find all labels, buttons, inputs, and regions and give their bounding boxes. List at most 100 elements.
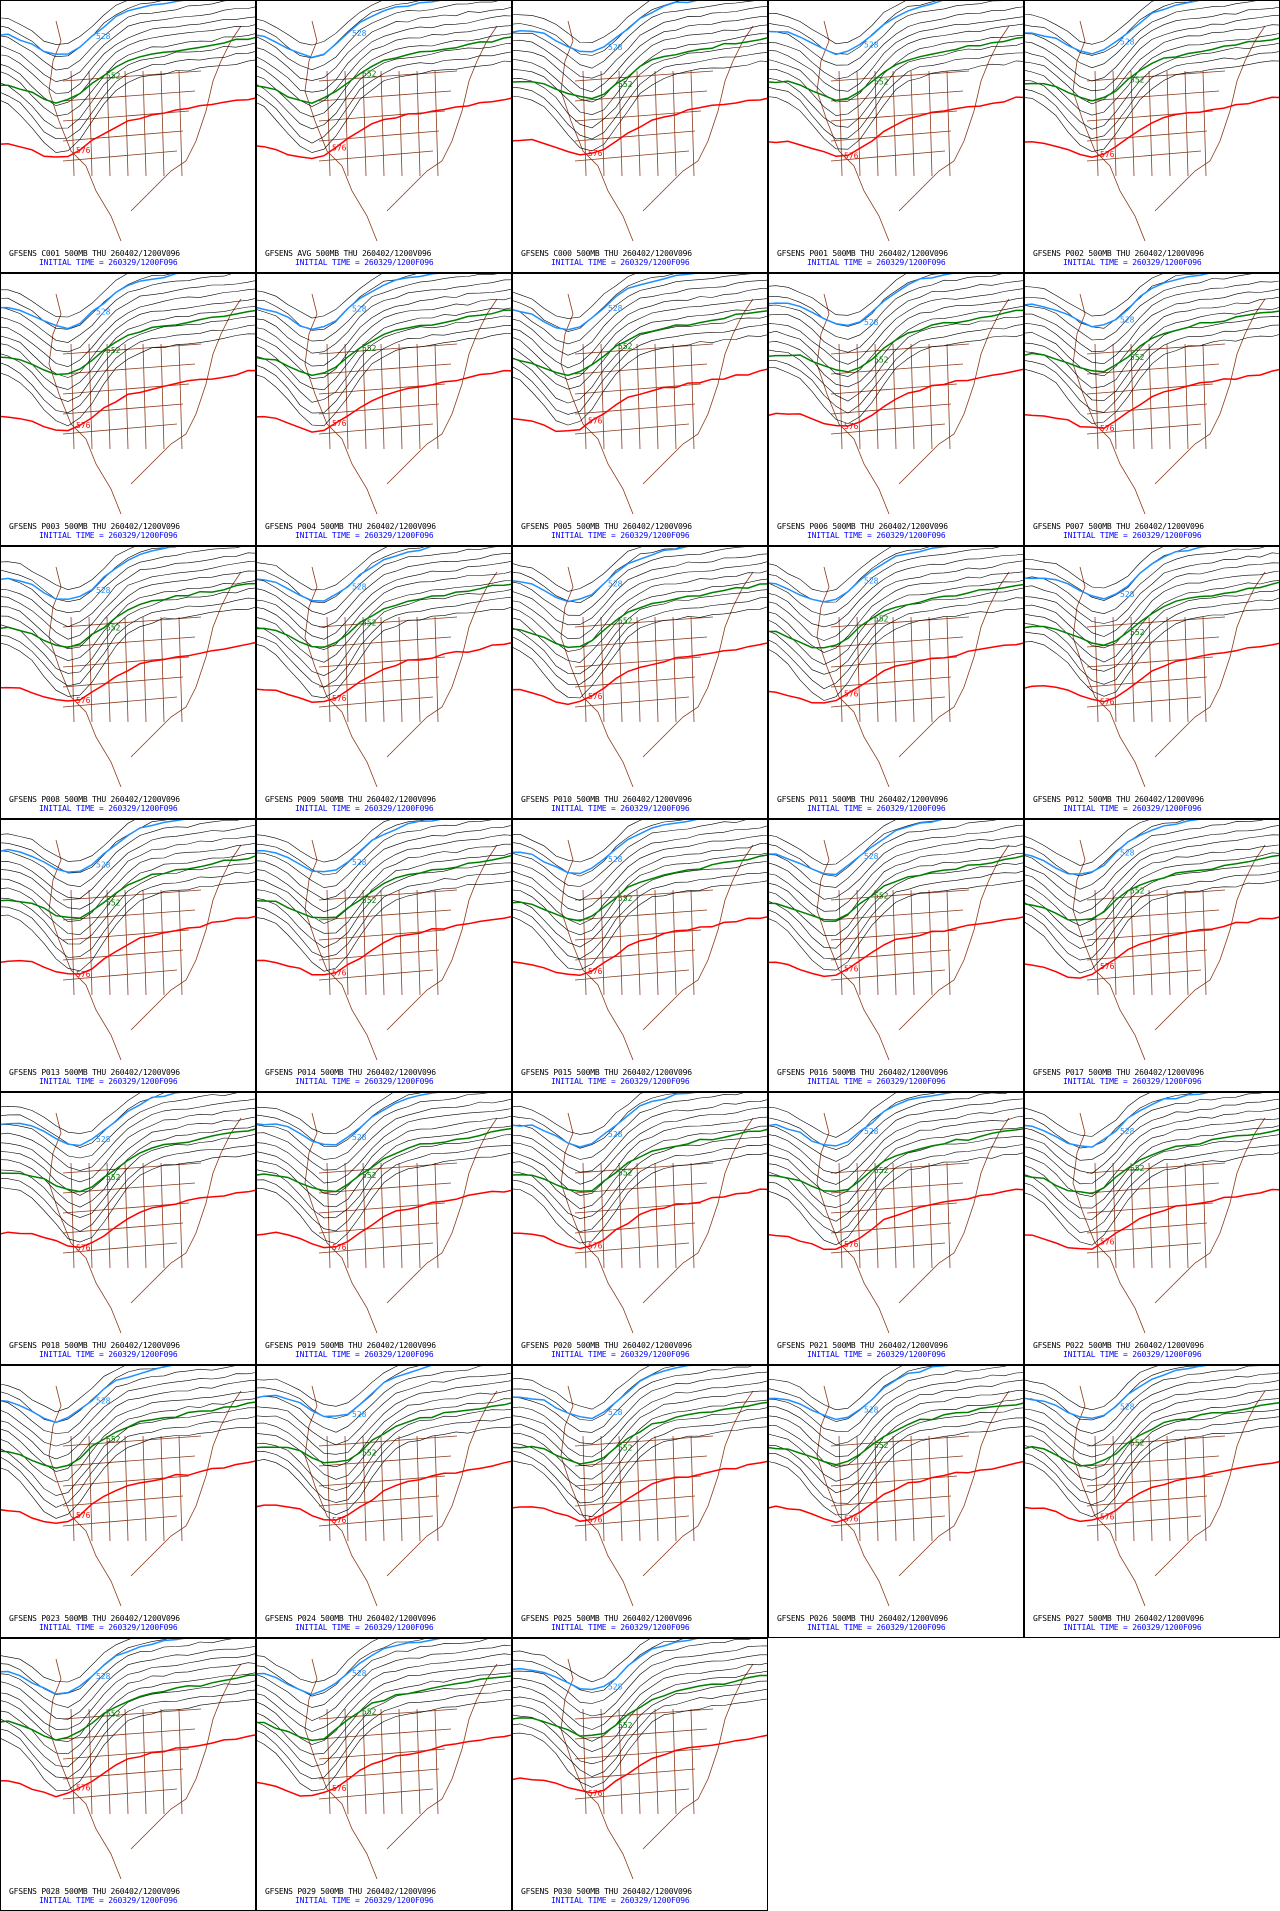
contour-576-line <box>1 915 255 975</box>
contour-552-line <box>1025 1128 1279 1195</box>
height-contour-line <box>513 1 650 44</box>
height-contour-line <box>1 597 255 687</box>
height-contour-line <box>1025 1 1194 56</box>
height-contour-line <box>257 1 420 59</box>
height-contour-line <box>1 1134 255 1218</box>
height-contour-line <box>769 1116 1023 1197</box>
contour-528-line <box>1025 274 1210 328</box>
geography-outline <box>48 1112 242 1334</box>
contour-528-label: 528 <box>864 318 879 327</box>
panel-title: GFSENS P007 500MB THU 260402/1200V096 <box>1033 522 1204 531</box>
panel-initial-time: INITIAL TIME = 260329/1200F096 <box>39 804 178 813</box>
panel-initial-time: INITIAL TIME = 260329/1200F096 <box>807 1077 946 1086</box>
height-contour-line <box>769 1093 1008 1162</box>
height-contour-line <box>769 571 1023 653</box>
height-contour-line <box>769 580 1023 665</box>
height-contour-line <box>1025 834 1279 914</box>
height-contour-line <box>257 862 511 948</box>
height-contour-line <box>769 52 1023 140</box>
contour-528-label: 528 <box>352 1410 367 1419</box>
geography-outline <box>560 1385 754 1607</box>
height-contour-map: 528 552 576 <box>257 547 511 788</box>
height-contour-line <box>513 1639 684 1693</box>
height-contour-line <box>769 274 941 327</box>
height-contour-line <box>1 1390 255 1472</box>
height-contour-line <box>513 279 767 356</box>
height-contour-map: 528 552 576 <box>513 1 767 242</box>
panel-initial-time: INITIAL TIME = 260329/1200F096 <box>39 258 178 267</box>
contour-528-label: 528 <box>352 29 367 38</box>
contour-528-line <box>1025 1366 1208 1420</box>
height-contour-line <box>513 547 642 592</box>
contour-528-label: 528 <box>352 583 367 592</box>
height-contour-line <box>1025 1366 1158 1411</box>
geography-outline <box>304 1112 498 1334</box>
ensemble-panel: 528 552 576 GFSENS P009 500MB THU 260402/12… <box>256 546 512 819</box>
height-contour-line <box>513 1371 767 1445</box>
height-contour-line <box>769 288 1023 365</box>
contour-552-line <box>1 855 255 919</box>
height-contour-line <box>1 1672 255 1755</box>
height-contour-map: 528 552 576 <box>1025 1 1279 242</box>
height-contour-line <box>513 861 767 948</box>
height-contour-line <box>1025 552 1279 624</box>
contour-552-line <box>257 36 511 104</box>
geography-outline <box>304 293 498 515</box>
contour-576-line <box>1025 1188 1279 1250</box>
height-contour-line <box>769 305 1023 388</box>
height-contour-line <box>1 24 255 107</box>
height-contour-line <box>513 1399 767 1480</box>
panel-title: GFSENS P013 500MB THU 260402/1200V096 <box>9 1068 180 1077</box>
height-contour-map: 528 552 576 <box>769 274 1023 515</box>
contour-528-line <box>1025 1 1200 55</box>
panel-title: GFSENS P003 500MB THU 260402/1200V096 <box>9 522 180 531</box>
contour-552-line <box>769 1402 1023 1466</box>
height-contour-map: 528 552 576 <box>513 274 767 515</box>
contour-552-line <box>257 1127 511 1193</box>
height-contour-map: 528 552 576 <box>1025 274 1279 515</box>
height-contour-line <box>1025 1380 1279 1458</box>
panel-title: GFSENS P028 500MB THU 260402/1200V096 <box>9 1887 180 1896</box>
contour-576-line <box>1 97 255 158</box>
height-contour-line <box>1025 1 1155 45</box>
height-contour-line <box>1025 597 1279 685</box>
contour-576-line <box>1 1734 255 1798</box>
panel-initial-time: INITIAL TIME = 260329/1200F096 <box>551 1896 690 1905</box>
contour-528-line <box>1 820 185 873</box>
contour-552-label: 552 <box>106 71 121 80</box>
contour-552-line <box>513 310 767 377</box>
contour-576-label: 576 <box>844 1240 859 1249</box>
height-contour-line <box>513 288 767 369</box>
height-contour-line <box>257 589 511 677</box>
height-contour-line <box>1 547 135 591</box>
height-contour-map: 528 552 576 <box>769 1093 1023 1334</box>
height-contour-line <box>1025 1098 1279 1174</box>
height-contour-line <box>1025 862 1279 949</box>
height-contour-line <box>1 1646 255 1720</box>
contour-528-line <box>257 274 439 331</box>
ensemble-panel: 528 552 576 GFSENS P006 500MB THU 260402/12… <box>768 273 1024 546</box>
contour-528-label: 528 <box>608 1130 623 1139</box>
height-contour-map: 528 552 576 <box>1 1093 255 1334</box>
contour-552-label: 552 <box>1130 1439 1145 1448</box>
height-contour-line <box>513 1099 767 1173</box>
panel-initial-time: INITIAL TIME = 260329/1200F096 <box>1063 1350 1202 1359</box>
ensemble-panel: 528 552 576 GFSENS P020 500MB THU 260402/12… <box>512 1092 768 1365</box>
height-contour-line <box>1025 1125 1279 1209</box>
contour-552-line <box>1025 581 1279 646</box>
contour-576-line <box>257 1734 511 1797</box>
contour-576-line <box>257 642 511 703</box>
contour-576-line <box>513 1734 767 1794</box>
height-contour-line <box>257 547 388 591</box>
panel-title: GFSENS P022 500MB THU 260402/1200V096 <box>1033 1341 1204 1350</box>
panel-initial-time: INITIAL TIME = 260329/1200F096 <box>1063 1077 1202 1086</box>
contour-528-line <box>513 1 698 53</box>
height-contour-line <box>257 596 511 688</box>
height-contour-line <box>769 820 997 888</box>
height-contour-map: 528 552 576 <box>513 1366 767 1607</box>
panel-title: GFSENS P015 500MB THU 260402/1200V096 <box>521 1068 692 1077</box>
height-contour-line <box>1025 296 1279 377</box>
height-contour-line <box>1025 6 1279 82</box>
height-contour-line <box>257 553 511 629</box>
